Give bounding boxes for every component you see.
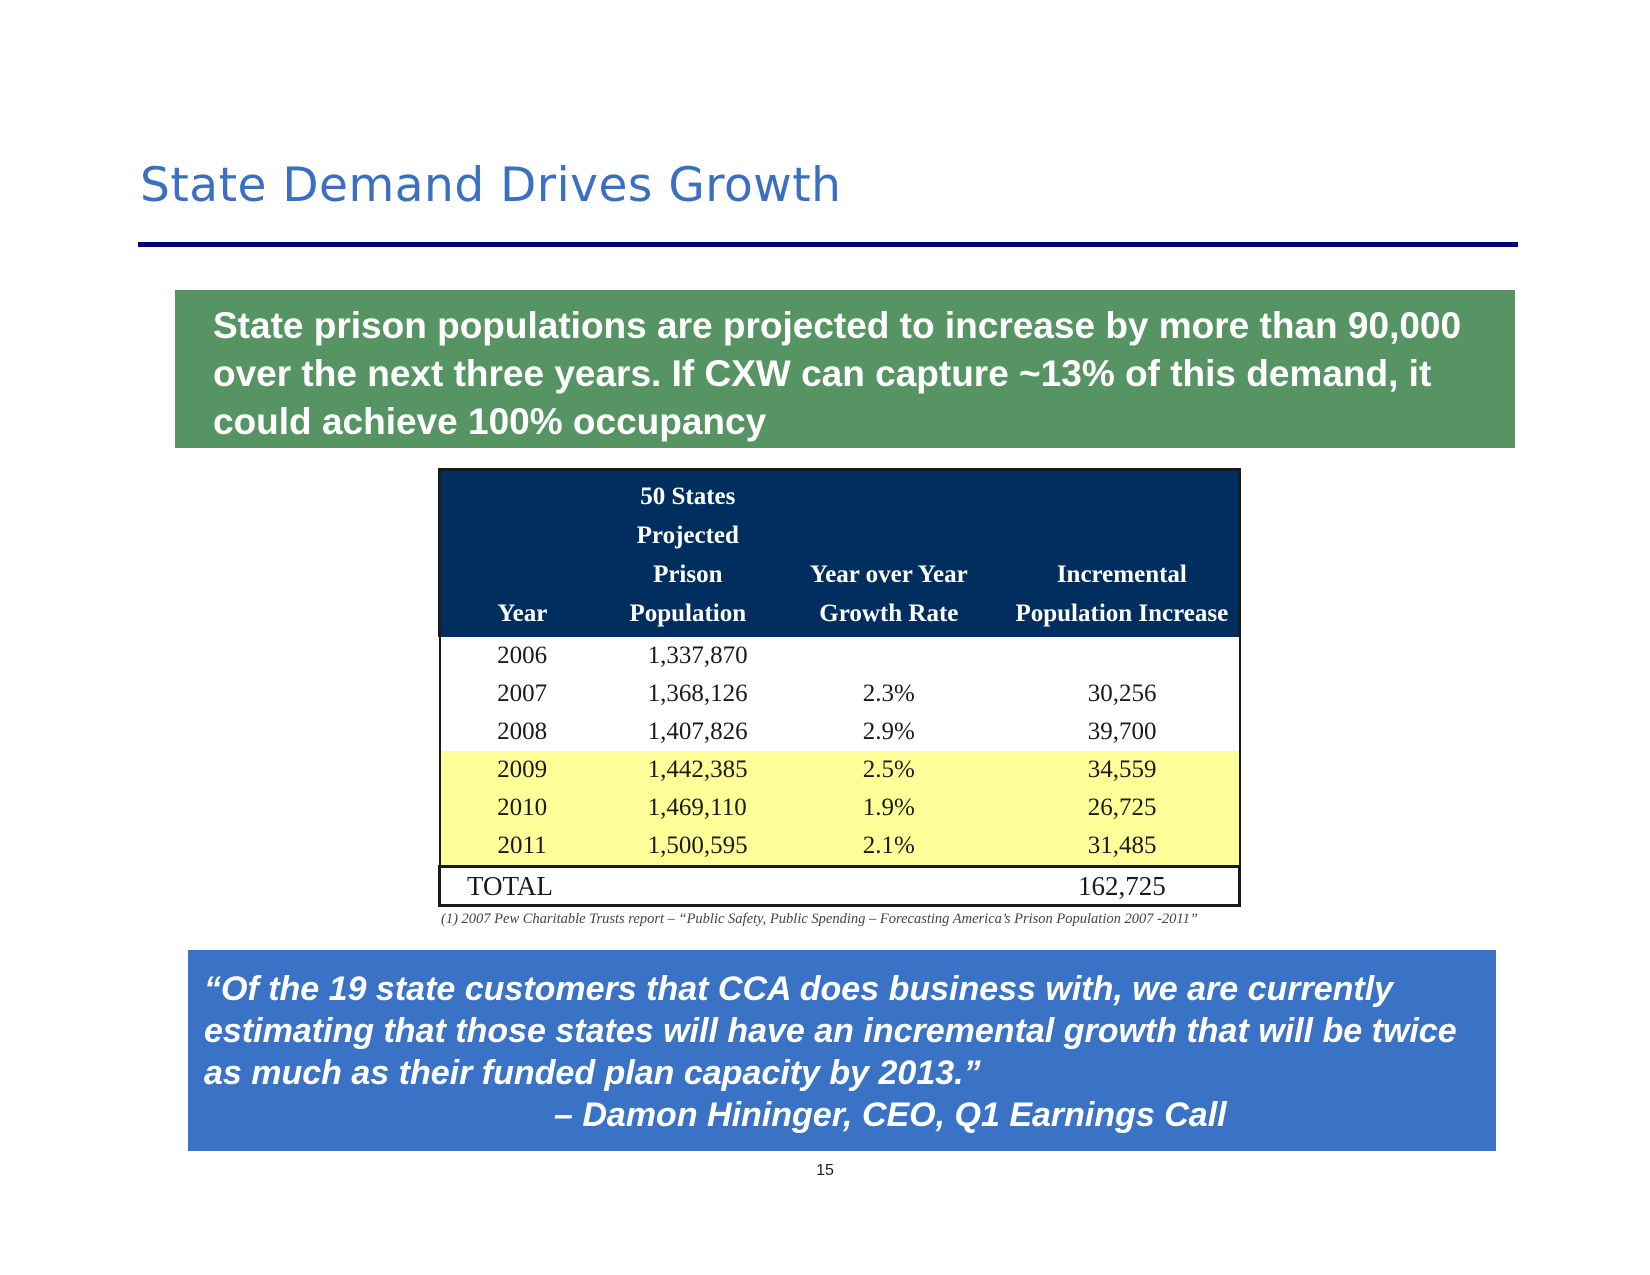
cell-increase: 30,256 <box>1087 680 1157 707</box>
header-year: Year <box>497 600 548 627</box>
cell-year: 2006 <box>497 642 548 669</box>
table-row-highlighted: 2010 1,469,110 1.9% 26,725 <box>439 789 1240 827</box>
header-population: 50 States Projected Prison Population <box>629 483 747 627</box>
cell-year: 2010 <box>497 794 548 821</box>
cell-population: 1,407,826 <box>647 718 748 745</box>
table-row: 2008 1,407,826 2.9% 39,700 <box>440 713 1240 751</box>
cell-growth-rate: 2.5% <box>862 756 915 783</box>
cell-increase: 26,725 <box>1087 794 1157 821</box>
quote-box: “Of the 19 state customers that CCA does… <box>188 950 1496 1151</box>
total-label: TOTAL <box>467 871 553 901</box>
table-row-highlighted: 2009 1,442,385 2.5% 34,559 <box>439 751 1240 789</box>
cell-increase: 39,700 <box>1087 718 1157 745</box>
cell-increase <box>1006 637 1240 675</box>
population-table: Year 50 States Projected Prison Populati… <box>438 468 1241 907</box>
cell-population: 1,442,385 <box>647 756 748 783</box>
table-row: 2007 1,368,126 2.3% 30,256 <box>440 675 1240 713</box>
header-growth-rate: Year over Year Growth Rate <box>809 561 968 627</box>
cell-year: 2011 <box>497 832 547 859</box>
cell-year: 2008 <box>497 718 548 745</box>
quote-attribution: – Damon Hininger, CEO, Q1 Earnings Call <box>554 1096 1227 1134</box>
total-value: 162,725 <box>1077 871 1166 901</box>
cell-growth-rate: 2.3% <box>862 680 915 707</box>
cell-year: 2007 <box>497 680 548 707</box>
cell-population: 1,337,870 <box>647 642 748 669</box>
slide-title: State Demand Drives Growth <box>140 158 842 213</box>
table-total-row: TOTAL 162,725 <box>440 867 1240 906</box>
cell-population: 1,469,110 <box>647 794 747 821</box>
cell-growth-rate: 2.9% <box>862 718 915 745</box>
callout-box: State prison populations are projected t… <box>175 290 1515 448</box>
header-increase: Incremental Population Increase <box>1015 561 1229 627</box>
cell-increase: 34,559 <box>1087 756 1157 783</box>
cell-growth-rate: 2.1% <box>862 832 915 859</box>
table-footnote: (1) 2007 Pew Charitable Trusts report – … <box>441 911 1198 927</box>
quote-text: “Of the 19 state customers that CCA does… <box>204 970 1457 1092</box>
cell-year: 2009 <box>497 756 548 783</box>
page-number: 15 <box>816 1162 834 1179</box>
cell-increase: 31,485 <box>1087 832 1157 859</box>
cell-growth-rate: 1.9% <box>862 794 915 821</box>
title-divider <box>138 242 1518 247</box>
table-row: 2006 1,337,870 <box>440 637 1240 675</box>
table-header-row: Year 50 States Projected Prison Populati… <box>439 469 1240 637</box>
cell-growth-rate <box>772 637 1006 675</box>
callout-text: State prison populations are projected t… <box>213 305 1462 442</box>
cell-population: 1,368,126 <box>647 680 748 707</box>
cell-population: 1,500,595 <box>647 832 748 859</box>
table-row-highlighted: 2011 1,500,595 2.1% 31,485 <box>439 827 1240 867</box>
